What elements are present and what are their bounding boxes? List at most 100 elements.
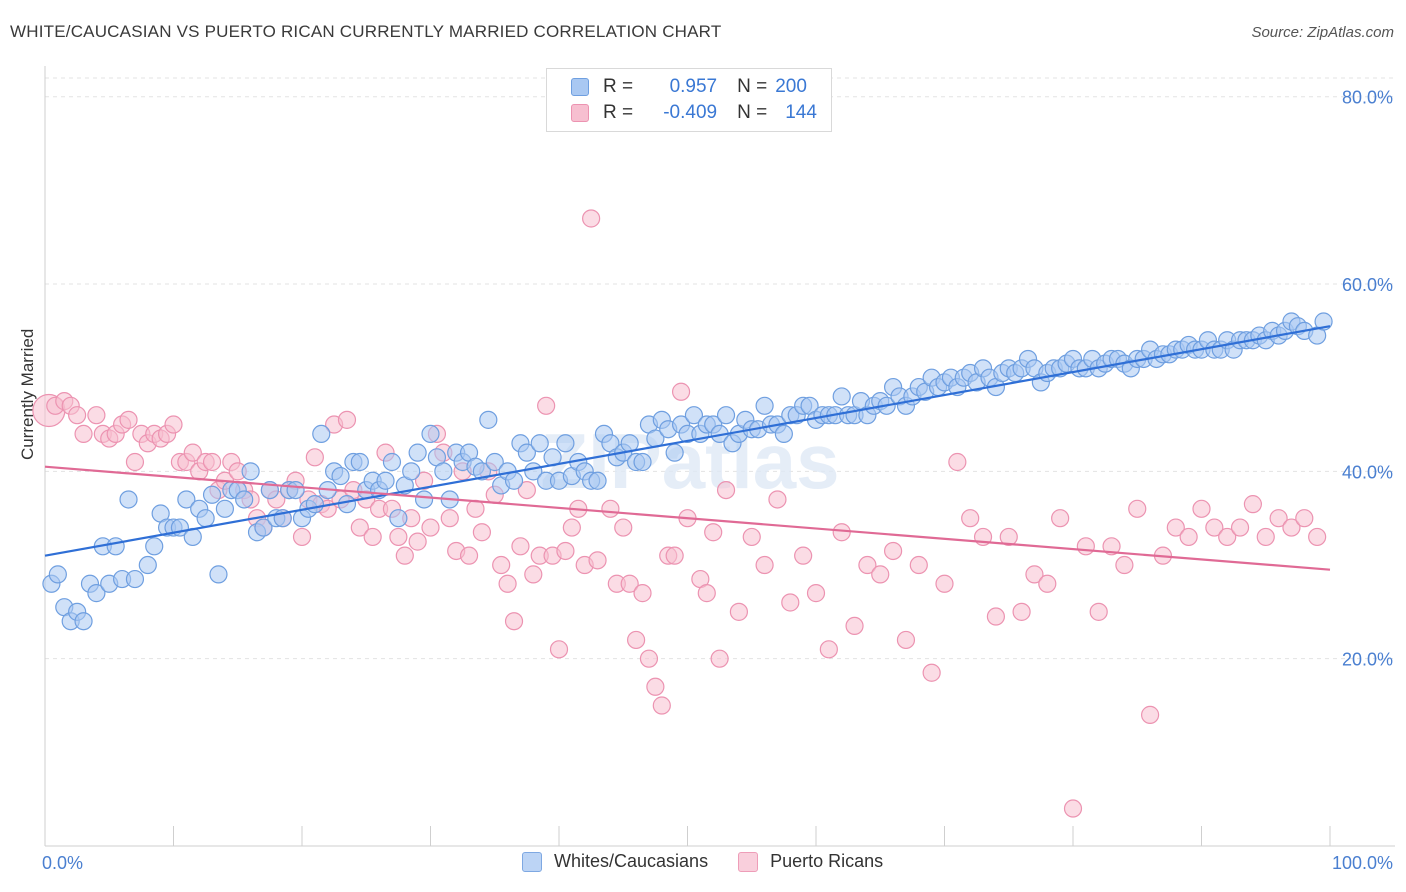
data-point-puerto-rican [716, 480, 736, 500]
series-legend: Whites/Caucasians Puerto Ricans [522, 851, 913, 872]
chart-title: WHITE/CAUCASIAN VS PUERTO RICAN CURRENTL… [10, 22, 722, 41]
data-point-puerto-rican [1076, 537, 1095, 556]
data-point-puerto-rican [562, 518, 581, 537]
data-point-white [517, 443, 536, 462]
data-point-puerto-rican [472, 523, 491, 542]
x-tick-labels: 0.0% 100.0% [42, 853, 1393, 873]
legend-n-value: 144 [785, 102, 817, 123]
data-point-puerto-rican [999, 527, 1018, 547]
trend-lines [44, 325, 1331, 571]
data-point-white [414, 490, 434, 509]
data-point-puerto-rican [337, 410, 357, 429]
axes [44, 66, 1395, 847]
data-point-white [402, 462, 421, 481]
data-point-white [202, 485, 222, 504]
legend-item-puerto-ricans: Puerto Ricans [738, 851, 883, 872]
data-point-puerto-rican [305, 448, 324, 467]
data-point-puerto-rican [652, 696, 671, 715]
legend-r-value: 0.957 [669, 76, 718, 97]
data-point-puerto-rican [935, 574, 954, 593]
data-point-white [350, 452, 369, 472]
data-point-puerto-rican [74, 424, 93, 444]
data-point-puerto-rican [1269, 509, 1288, 528]
data-point-puerto-rican [87, 406, 106, 425]
data-point-white [755, 396, 774, 415]
y-tick-labels: 20.0% 40.0% 60.0% 80.0% [1342, 88, 1393, 670]
data-point-puerto-rican [768, 490, 787, 509]
data-point-puerto-rican [871, 565, 890, 584]
data-point-puerto-rican [1218, 527, 1237, 547]
legend-label-puerto-ricans: Puerto Ricans [770, 851, 884, 871]
data-point-white [421, 424, 440, 444]
data-point-white [74, 612, 93, 631]
data-point-white [434, 462, 453, 481]
data-point-white [87, 584, 106, 603]
data-point-puerto-rican [350, 518, 369, 537]
data-point-puerto-rican [1115, 555, 1134, 575]
data-point-puerto-rican [845, 616, 864, 636]
legend-row-puerto-ricans: R = -0.409 N = 144 [571, 101, 817, 125]
data-point-puerto-rican [755, 555, 774, 575]
data-point-white [145, 537, 164, 556]
data-point-white [286, 480, 305, 500]
data-point-white [479, 410, 498, 429]
data-point-puerto-rican [806, 584, 826, 603]
data-point-puerto-rican [1205, 518, 1224, 537]
trend-line-puerto-ricans [44, 465, 1331, 571]
data-point-white [235, 490, 254, 509]
data-point-puerto-rican [909, 555, 928, 575]
data-point-puerto-rican [395, 546, 414, 565]
data-point-puerto-rican [781, 593, 800, 612]
data-point-puerto-rican [164, 415, 183, 434]
data-point-puerto-rican [742, 527, 761, 547]
data-point-puerto-rican [639, 649, 659, 668]
data-point-white [504, 471, 524, 490]
data-point-white [382, 452, 402, 472]
data-point-puerto-rican [1308, 527, 1327, 547]
data-point-white [774, 424, 793, 444]
data-point-white [408, 443, 427, 462]
data-point-white [305, 495, 324, 514]
data-point-puerto-rican [517, 480, 536, 500]
y-tick-label: 60.0% [1342, 275, 1393, 295]
data-point-puerto-rican [961, 509, 980, 528]
trend-line-whites [44, 325, 1331, 557]
data-point-white [209, 565, 228, 584]
legend-n-label: N = [737, 76, 768, 97]
legend-swatch-pink [571, 104, 589, 122]
data-point-puerto-rican [1102, 537, 1121, 556]
data-point-puerto-rican [1012, 602, 1031, 621]
data-point-puerto-rican [1256, 527, 1275, 547]
data-point-puerto-rican [1025, 565, 1044, 584]
data-point-white [376, 471, 395, 490]
data-point-white [254, 518, 273, 537]
data-point-white [716, 406, 736, 425]
data-point-white [48, 565, 67, 584]
data-point-puerto-rican [697, 584, 716, 603]
data-point-puerto-rican [414, 471, 434, 490]
data-point-puerto-rican [883, 541, 903, 561]
stats-legend: R = 0.957 N = 200 R = -0.409 N = 144 [546, 68, 832, 132]
data-point-puerto-rican [1166, 518, 1185, 537]
data-point-puerto-rican [1140, 705, 1160, 724]
data-point-puerto-rican [626, 630, 646, 650]
data-point-puerto-rican [614, 518, 633, 537]
data-point-white [125, 569, 145, 589]
data-point-white [588, 471, 607, 490]
data-point-puerto-rican [466, 499, 485, 518]
data-point-puerto-rican [1282, 518, 1301, 537]
y-tick-label: 80.0% [1342, 88, 1393, 108]
data-point-puerto-rican [1128, 499, 1147, 518]
series-whites [42, 312, 1333, 631]
data-point-white [556, 434, 575, 453]
y-tick-label: 20.0% [1342, 650, 1393, 670]
data-point-puerto-rican [896, 630, 916, 650]
data-point-white [215, 499, 234, 518]
data-point-puerto-rican [1230, 518, 1250, 537]
data-point-puerto-rican [729, 602, 749, 621]
data-point-white [389, 509, 408, 528]
data-point-puerto-rican [549, 640, 569, 659]
data-point-puerto-rican [537, 396, 556, 415]
data-point-white [312, 424, 331, 444]
data-point-puerto-rican [363, 527, 382, 547]
